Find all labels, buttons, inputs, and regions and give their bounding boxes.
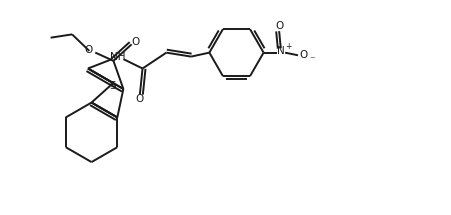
Text: O: O	[132, 37, 140, 47]
Text: O: O	[84, 45, 93, 55]
Text: O: O	[275, 21, 283, 31]
Text: N: N	[277, 46, 285, 56]
Text: ⁻: ⁻	[309, 55, 315, 65]
Text: NH: NH	[110, 52, 125, 62]
Text: S: S	[109, 81, 116, 91]
Text: O: O	[136, 94, 144, 104]
Text: O: O	[300, 50, 308, 60]
Text: +: +	[285, 42, 291, 51]
